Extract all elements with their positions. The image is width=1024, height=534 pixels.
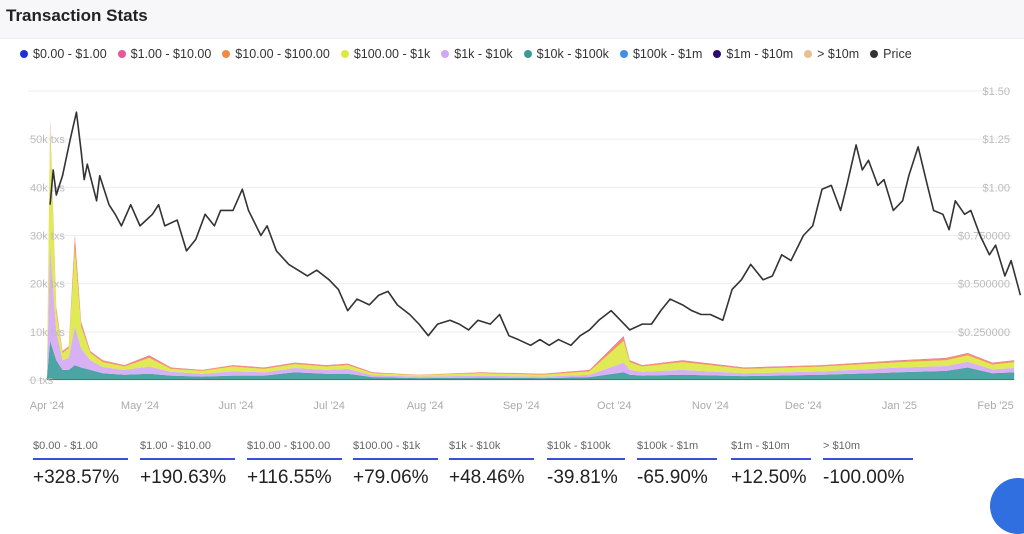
stat-item: $10.00 - $100.00 +116.55% [247,440,342,489]
y-right-tick-label: $0.500000 [958,279,1010,291]
area-series--100-00-1k [47,129,1014,377]
area-series--1-00-10-00 [47,119,1014,374]
stat-value: +48.46% [449,467,534,489]
y-right-tick-label: $1.25 [982,134,1010,146]
area-series--1k-10k [47,245,1014,378]
stat-underline [247,458,342,460]
stat-value: +79.06% [353,467,438,489]
stat-value: +328.57% [33,467,128,489]
stat-item: $10k - $100k -39.81% [547,440,625,489]
stat-item: $0.00 - $1.00 +328.57% [33,440,128,489]
x-tick-label: Oct '24 [597,400,632,412]
stat-item: $1.00 - $10.00 +190.63% [140,440,235,489]
x-tick-label: Feb '25 [977,400,1013,412]
stat-item: > $10m -100.00% [823,440,913,489]
stat-underline [731,458,811,460]
stat-label: $100.00 - $1k [353,440,438,452]
stat-label: $1k - $10k [449,440,534,452]
stat-value: -39.81% [547,467,625,489]
stat-value: +116.55% [247,467,342,489]
stat-label: > $10m [823,440,913,452]
y-right-tick-label: $0.750000 [958,231,1010,243]
x-tick-label: Sep '24 [503,400,540,412]
stat-underline [449,458,534,460]
area-series--10-00-100-00 [47,122,1014,375]
y-left-tick-label: 10k txs [30,327,65,339]
stat-value: +12.50% [731,467,811,489]
stat-underline [637,458,717,460]
y-right-tick-label: $1.50 [982,86,1010,98]
stat-value: +190.63% [140,467,235,489]
stat-underline [823,458,913,460]
stat-underline [353,458,438,460]
stat-value: -65.90% [637,467,717,489]
y-left-tick-label: 30k txs [30,231,65,243]
stat-item: $100k - $1m -65.90% [637,440,717,489]
stat-label: $100k - $1m [637,440,717,452]
price-line [50,112,1020,345]
stat-label: $1.00 - $10.00 [140,440,235,452]
stat-label: $10.00 - $100.00 [247,440,342,452]
stat-item: $100.00 - $1k +79.06% [353,440,438,489]
stat-label: $1m - $10m [731,440,811,452]
x-tick-label: May '24 [121,400,159,412]
x-tick-label: Dec '24 [785,400,822,412]
x-tick-label: Nov '24 [692,400,729,412]
stat-item: $1m - $10m +12.50% [731,440,811,489]
x-tick-label: Jan '25 [882,400,917,412]
x-tick-label: Aug '24 [407,400,444,412]
stat-item: $1k - $10k +48.46% [449,440,534,489]
y-left-tick-label: 0 txs [30,375,54,387]
stat-label: $0.00 - $1.00 [33,440,128,452]
stats-row: $0.00 - $1.00 +328.57% $1.00 - $10.00 +190.… [0,440,1024,506]
y-left-tick-label: 50k txs [30,134,65,146]
stat-underline [140,458,235,460]
stat-underline [33,458,128,460]
x-tick-label: Apr '24 [30,400,65,412]
y-right-tick-label: $0.250000 [958,327,1010,339]
y-right-tick-label: $1.00 [982,182,1010,194]
stat-label: $10k - $100k [547,440,625,452]
y-left-tick-label: 20k txs [30,279,65,291]
stat-value: -100.00% [823,467,913,489]
stat-underline [547,458,625,460]
x-tick-label: Jun '24 [219,400,254,412]
x-tick-label: Jul '24 [313,400,344,412]
